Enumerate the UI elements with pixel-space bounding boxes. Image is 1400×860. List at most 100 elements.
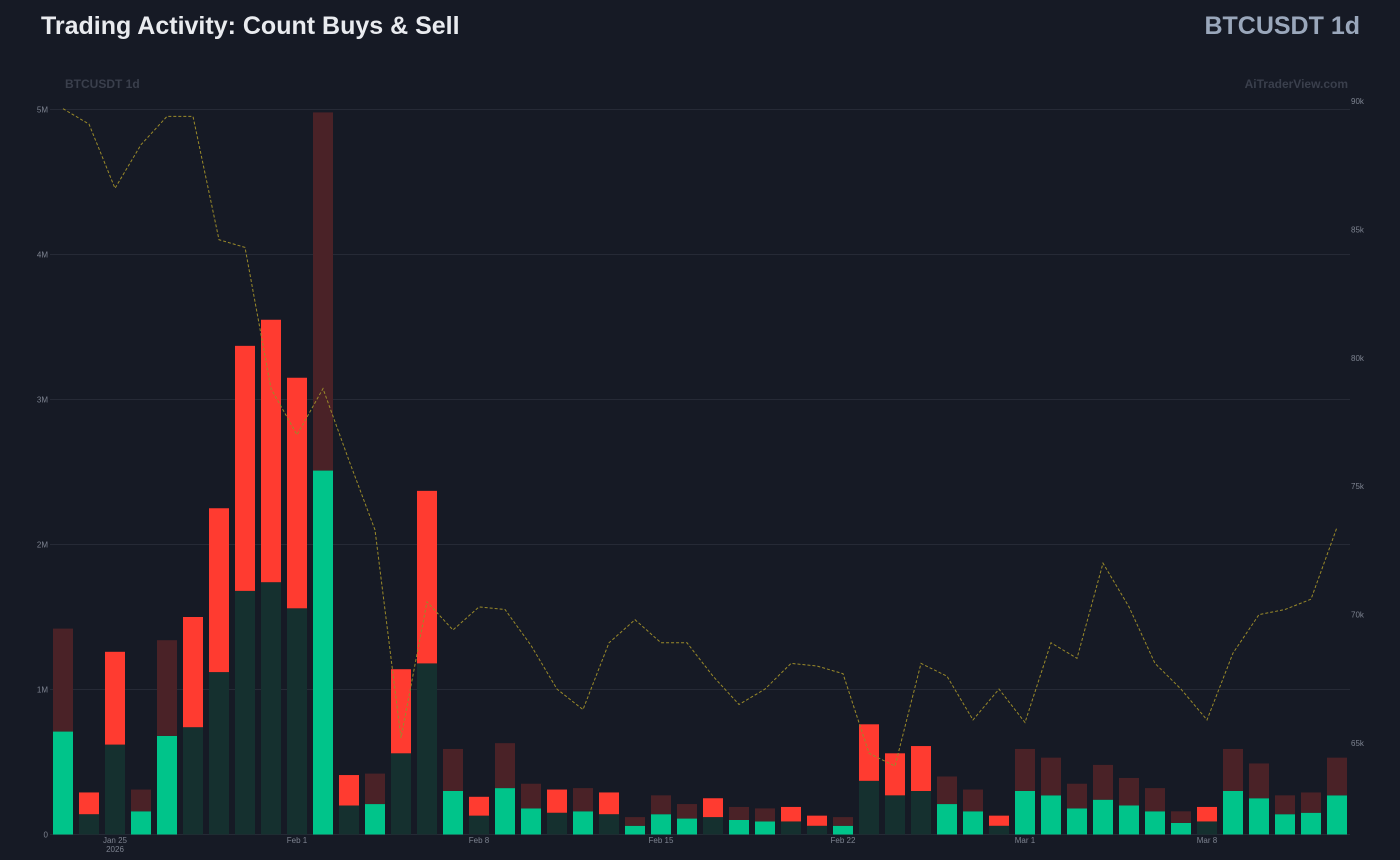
sell-bar xyxy=(1275,795,1295,815)
buy-bar xyxy=(807,825,827,835)
symbol-title: BTCUSDT 1d xyxy=(1204,12,1360,40)
sell-bar xyxy=(1197,806,1217,822)
buy-bar xyxy=(287,608,307,835)
buy-bar xyxy=(339,805,359,835)
buy-bar xyxy=(157,735,177,835)
x-tick-label: Feb 15 xyxy=(649,836,674,845)
buy-bar xyxy=(781,821,801,835)
left-tick-label: 2M xyxy=(37,541,48,550)
buy-bar xyxy=(1067,808,1087,835)
buy-bar xyxy=(79,814,99,835)
right-axis: 65k 70k 75k 80k 85k 90k xyxy=(1351,97,1365,748)
sell-bar xyxy=(1249,763,1269,799)
buy-bar xyxy=(391,753,411,835)
buy-bar xyxy=(53,731,73,835)
sell-bar xyxy=(391,669,411,754)
buy-bar xyxy=(1171,822,1191,835)
right-tick-label: 65k xyxy=(1351,739,1365,748)
buy-bar xyxy=(469,815,489,835)
sell-bar xyxy=(1327,757,1347,796)
buy-bar xyxy=(1275,814,1295,835)
buy-bar xyxy=(209,672,229,835)
buy-bar xyxy=(1223,791,1243,835)
buy-bar xyxy=(677,818,697,835)
sell-bar xyxy=(339,775,359,806)
sell-bar xyxy=(625,817,645,826)
buy-bar xyxy=(313,470,333,835)
sell-bar xyxy=(1015,748,1035,791)
buy-bar xyxy=(937,804,957,835)
sell-bar xyxy=(469,796,489,816)
right-tick-label: 75k xyxy=(1351,482,1365,491)
price-line xyxy=(62,108,1338,767)
buy-bar xyxy=(1119,805,1139,835)
sell-bar xyxy=(105,651,125,745)
buy-bar xyxy=(989,825,1009,835)
x-tick-label: Feb 1 xyxy=(287,836,308,845)
sell-bar xyxy=(157,640,177,736)
sell-bar xyxy=(599,792,619,815)
buy-bar xyxy=(1041,795,1061,835)
right-tick-label: 90k xyxy=(1351,97,1365,106)
x-tick-label: Feb 8 xyxy=(469,836,490,845)
buy-bar xyxy=(703,817,723,835)
buy-bar xyxy=(651,814,671,835)
sell-bar xyxy=(521,783,541,809)
sell-bar xyxy=(1041,757,1061,796)
buy-bar xyxy=(443,791,463,835)
buy-bar xyxy=(1145,811,1165,835)
buy-bar xyxy=(1015,791,1035,835)
buy-bar xyxy=(885,795,905,835)
sell-bar xyxy=(209,508,229,673)
sell-bar xyxy=(79,792,99,815)
right-tick-label: 70k xyxy=(1351,611,1365,620)
sell-bar xyxy=(313,112,333,471)
sell-bar xyxy=(235,345,255,591)
watermark-brand: AiTraderView.com xyxy=(1244,77,1348,91)
buy-bar xyxy=(911,791,931,835)
x-tick-label: Jan 25 xyxy=(103,836,128,845)
left-tick-label: 1M xyxy=(37,686,48,695)
buy-bar xyxy=(729,820,749,835)
x-tick-label: Feb 22 xyxy=(831,836,856,845)
sell-bar xyxy=(833,817,853,826)
buy-bar xyxy=(1301,812,1321,835)
sell-bar xyxy=(417,490,437,664)
buy-bar xyxy=(859,780,879,835)
sell-bar xyxy=(443,748,463,791)
sell-bar xyxy=(53,628,73,732)
sell-bar xyxy=(755,808,775,822)
sell-bar xyxy=(573,788,593,812)
buy-bar xyxy=(417,663,437,835)
x-tick-label: Mar 8 xyxy=(1197,836,1218,845)
left-tick-label: 0 xyxy=(44,831,49,840)
buy-bar xyxy=(963,811,983,835)
sell-bar xyxy=(781,806,801,822)
buy-bar xyxy=(495,788,515,835)
buy-bar xyxy=(1327,795,1347,835)
sell-bar xyxy=(989,815,1009,826)
buy-bar xyxy=(1197,821,1217,835)
buy-bar xyxy=(625,825,645,835)
buy-bar xyxy=(599,814,619,835)
left-tick-label: 4M xyxy=(37,251,48,260)
sell-bar xyxy=(703,798,723,818)
sell-bar xyxy=(547,789,567,813)
sell-bar xyxy=(729,806,749,820)
sell-bar xyxy=(885,753,905,796)
buy-bar xyxy=(235,590,255,835)
sell-bar xyxy=(365,773,385,805)
sell-bar xyxy=(1067,783,1087,809)
sell-bar xyxy=(911,746,931,791)
left-tick-label: 5M xyxy=(37,106,48,115)
buy-bar xyxy=(755,821,775,835)
sell-bar xyxy=(1093,764,1113,800)
buy-bar xyxy=(365,804,385,835)
sell-bar xyxy=(651,795,671,815)
buy-bar xyxy=(183,727,203,835)
watermark-symbol: BTCUSDT 1d xyxy=(65,77,140,91)
sell-bar xyxy=(1223,748,1243,791)
buy-bar xyxy=(105,744,125,835)
